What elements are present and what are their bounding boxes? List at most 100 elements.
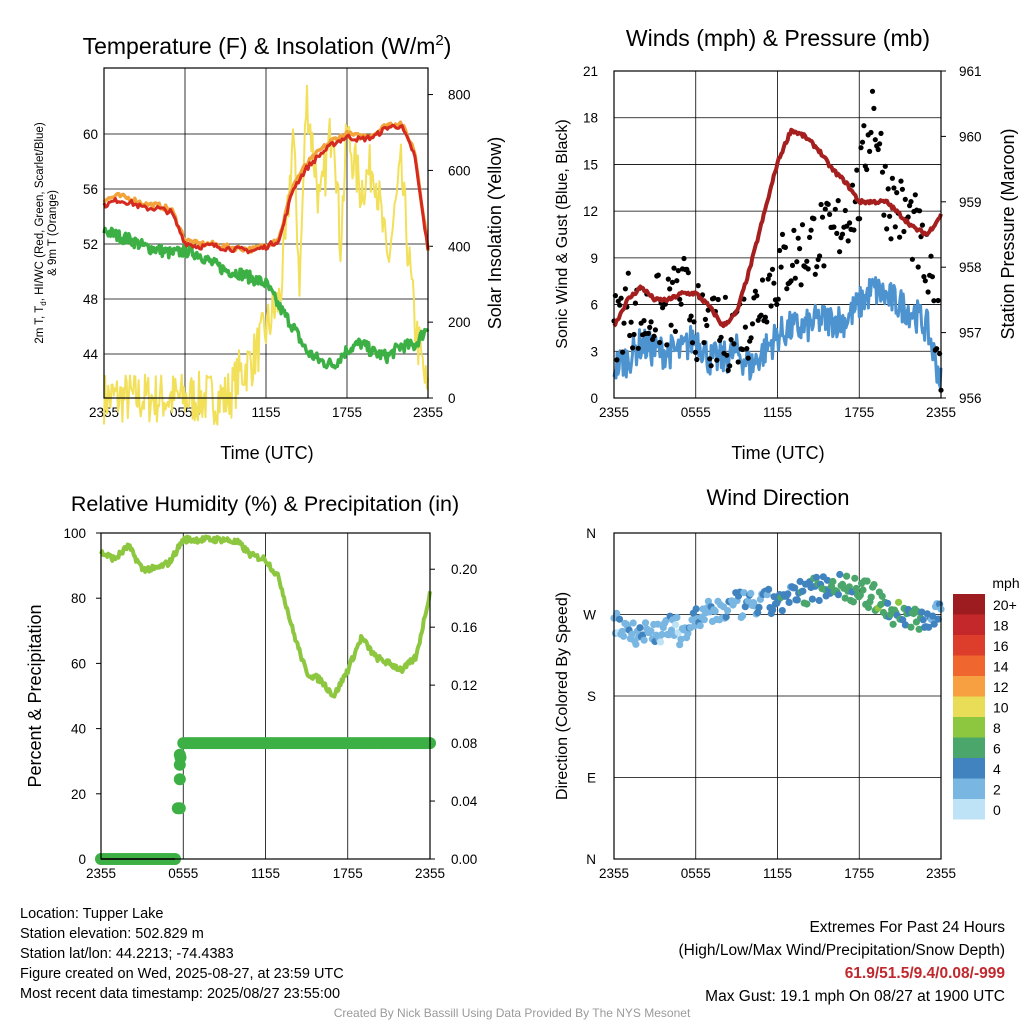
y-tick-label: 56 [83,182,98,197]
gust-point [769,266,776,272]
direction-point [667,626,676,634]
gust-point [691,319,697,325]
legend-swatch [953,737,985,758]
direction-point [632,640,640,648]
gust-point [917,208,923,214]
gust-point [648,319,654,325]
gust-point [678,301,684,307]
chart-title: Temperature (F) & Insolation (W/m2) [83,32,452,59]
gust-point [827,211,833,217]
gust-point [767,272,773,278]
extremes-box: Extremes For Past 24 Hours (High/Low/Max… [679,916,1006,1008]
gust-point [819,214,826,220]
gust-point [651,333,657,339]
y-tick-label: 44 [83,347,99,362]
plot-border [613,532,942,860]
chart-title: Wind Direction [706,485,849,510]
gust-point [722,294,729,300]
gust-point [744,346,750,352]
gust-point [919,222,926,228]
direction-point [919,616,927,624]
gust-point [899,186,906,192]
created-text: Figure created on Wed, 2025-08-27, at 23… [20,966,344,982]
legend-swatch [953,635,985,656]
gust-point [877,141,883,147]
gust-point [814,264,820,270]
gust-point [762,314,769,320]
gust-point [831,224,837,230]
direction-point [641,619,650,627]
y-tick-label: 18 [583,111,598,126]
gust-point [664,342,670,348]
y-tick-label: 12 [583,204,598,219]
extremes-title: Extremes For Past 24 Hours [809,919,1005,936]
direction-point [863,577,871,585]
gust-point [631,331,637,338]
legend-label: 4 [993,761,1001,777]
gust-point [909,256,916,262]
legend-label: 8 [993,720,1001,736]
gust-point [771,280,777,286]
gust-point [925,289,931,295]
gust-point [804,258,810,264]
y-tick-label: 40 [71,722,86,737]
direction-point [628,630,636,639]
gust-point [931,298,937,304]
direction-point [676,641,684,649]
x-tick-label: 0555 [681,866,711,881]
legend-label: 2 [993,782,1001,798]
direction-point [747,589,755,598]
gust-point [735,359,741,365]
y2-tick-label: 959 [959,195,982,210]
gust-point [764,319,770,325]
y-axis-label: Percent & Precipitation [25,604,45,787]
direction-point [656,638,665,646]
direction-point [889,620,897,628]
direction-point [915,625,923,633]
legend-swatch [953,676,985,697]
gust-point [875,146,881,153]
y-tick-label: 15 [583,157,598,172]
direction-point [878,592,886,600]
legend-label: 0 [993,802,1001,818]
y-tick-label: 20 [71,787,86,802]
gust-point [872,137,878,143]
legend-swatch [953,717,985,738]
direction-point [812,573,821,582]
gust-point [811,216,817,222]
direction-point [803,600,811,608]
y2-tick-label: 600 [448,163,471,178]
y-tick-label: 60 [71,656,86,671]
direction-point [815,596,823,605]
y-tick-label: W [583,608,596,623]
gust-point [614,357,620,363]
pressure-line [612,127,943,329]
y2-axis-label: Station Pressure (Maroon) [998,128,1018,339]
gust-point [905,214,911,220]
x-tick-label: 2355 [413,405,443,420]
gust-point [798,282,804,288]
direction-point [784,590,792,598]
gust-point [792,275,798,281]
direction-point [613,609,621,618]
gust-point [849,182,856,188]
direction-point [901,621,910,629]
gust-point [847,220,853,226]
gust-point [868,129,874,136]
gust-point [791,227,797,233]
x-tick-label: 1155 [763,405,792,420]
gust-point [665,276,671,282]
y-axis-label-line2: & 9m T (Orange) [47,190,59,276]
gust-point [797,246,803,252]
gust-point [632,300,639,306]
direction-point [658,630,666,639]
gust-point [788,278,794,284]
direction-point [793,596,801,604]
direction-point [620,632,628,640]
legend-swatch [953,696,985,717]
direction-point [843,572,851,580]
gust-point [622,286,629,292]
direction-point [870,581,878,589]
y2-tick-label: 800 [448,88,471,103]
gust-point [889,175,896,181]
